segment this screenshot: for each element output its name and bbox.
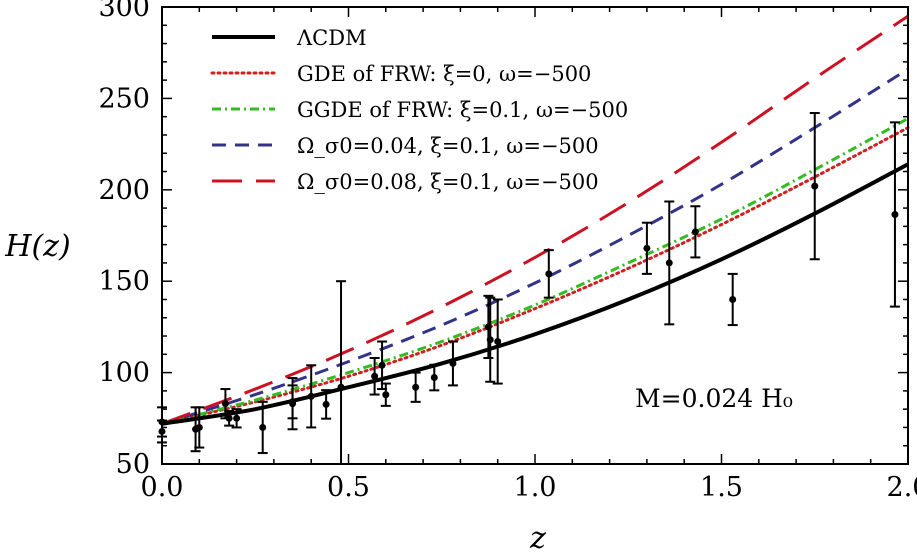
data-point-marker: [665, 259, 673, 267]
data-point-marker: [382, 391, 390, 399]
data-point: [224, 409, 235, 427]
data-point-marker: [449, 359, 457, 367]
series-line-4: [161, 67, 909, 426]
data-point-marker: [259, 423, 267, 431]
observational-data: [157, 112, 900, 464]
model-curves: [160, 14, 910, 426]
data-point-marker: [811, 182, 819, 190]
data-point-marker: [289, 398, 297, 406]
mass-annotation: M=0.024 H₀: [635, 384, 793, 413]
axis-ticks: 0.0 0.5 1.0 1.5 2.0 50 100 150 200 250 300: [98, 0, 917, 503]
data-point-marker: [233, 414, 241, 422]
data-point: [485, 296, 496, 383]
legend-label: GGDE of FRW: ξ=0.1, ω=−500: [297, 98, 628, 122]
data-point: [492, 298, 503, 385]
data-point: [429, 363, 440, 392]
legend-entry: Ω_σ0=0.08, ξ=0.1, ω=−500: [212, 170, 599, 194]
legend-label: ΛCDM: [296, 26, 367, 50]
y-tick-label: 200: [98, 175, 150, 206]
legend: ΛCDM GDE of FRW: ξ=0, ω=−500 GGDE of FRW: …: [210, 26, 628, 194]
legend-label: GDE of FRW: ξ=0, ω=−500: [297, 62, 591, 86]
data-point: [194, 406, 205, 449]
data-point-marker: [412, 383, 420, 391]
y-tick-label: 250: [98, 83, 150, 114]
data-point-marker: [643, 244, 651, 252]
data-point: [447, 340, 458, 387]
data-point: [257, 400, 268, 455]
data-point-marker: [225, 414, 233, 422]
legend-label: Ω_σ0=0.04, ξ=0.1, ω=−500: [297, 134, 599, 158]
data-point: [231, 408, 242, 429]
data-point: [690, 205, 701, 259]
series-line-1: [161, 162, 909, 426]
data-point-marker: [891, 210, 899, 218]
data-point-marker: [307, 392, 315, 400]
data-point: [664, 200, 675, 326]
data-point-marker: [729, 295, 737, 303]
data-point-marker: [337, 383, 345, 391]
data-point: [287, 384, 298, 420]
y-tick-label: 100: [98, 358, 150, 389]
data-point: [641, 221, 652, 275]
series-line-5: [161, 14, 909, 426]
series-line-2: [160, 126, 910, 426]
data-point-marker: [545, 270, 553, 278]
data-point: [889, 121, 900, 308]
data-point: [410, 371, 421, 403]
x-tick-label: 0.0: [141, 472, 184, 503]
data-point-marker: [378, 361, 386, 369]
x-tick-label: 0.5: [327, 472, 370, 503]
data-point-marker: [371, 372, 379, 380]
y-tick-label: 150: [98, 266, 150, 297]
data-point: [306, 364, 317, 429]
legend-entry: Ω_σ0=0.04, ξ=0.1, ω=−500: [212, 134, 599, 158]
y-tick-label: 50: [116, 449, 150, 480]
data-point-marker: [195, 423, 203, 431]
legend-entry: GDE of FRW: ξ=0, ω=−500: [210, 62, 591, 86]
data-point-marker: [221, 400, 229, 408]
x-tick-label: 2.0: [887, 472, 917, 503]
data-point: [377, 340, 388, 391]
data-point-marker: [494, 338, 502, 346]
y-tick-label: 300: [98, 0, 150, 23]
data-point: [543, 249, 554, 299]
data-point: [369, 356, 380, 396]
x-tick-label: 1.0: [514, 472, 557, 503]
data-point-marker: [691, 228, 699, 236]
data-point-marker: [486, 336, 494, 344]
data-point: [321, 389, 332, 420]
legend-entry: GGDE of FRW: ξ=0.1, ω=−500: [212, 98, 628, 122]
series-line-3: [161, 117, 909, 426]
x-axis-label: z: [529, 521, 546, 554]
data-point: [809, 112, 820, 261]
data-point-marker: [430, 374, 438, 382]
legend-entry: ΛCDM: [212, 26, 367, 50]
data-point: [220, 388, 231, 420]
data-point-marker: [322, 400, 330, 408]
data-point: [336, 280, 347, 464]
data-point: [380, 382, 391, 407]
legend-label: Ω_σ0=0.08, ξ=0.1, ω=−500: [297, 170, 599, 194]
y-axis-label: H(z): [4, 229, 70, 264]
x-tick-label: 1.5: [700, 472, 743, 503]
data-point: [727, 272, 738, 327]
